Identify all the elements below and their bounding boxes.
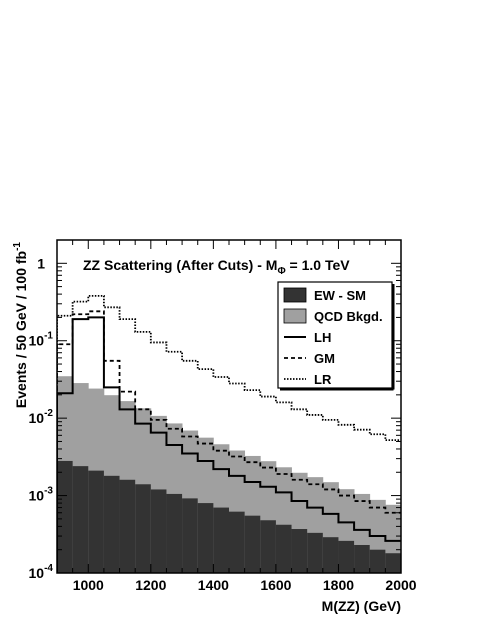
- series-lh-line: [57, 316, 401, 573]
- y-tick-label: 10-2: [29, 408, 54, 426]
- ew-sm-bar: [182, 498, 199, 573]
- y-axis-label: Events / 50 GeV / 100 fb-1: [12, 242, 29, 409]
- ew-sm-bar: [307, 532, 324, 573]
- ew-sm-bar: [291, 529, 308, 573]
- y-tick-label: 10-4: [29, 563, 54, 581]
- ew-sm-bar: [72, 466, 89, 573]
- ew-sm-bar: [166, 493, 183, 573]
- ew-sm-bar: [57, 460, 74, 573]
- ew-sm-bar: [354, 544, 371, 573]
- legend-label-ew-sm: EW - SM: [314, 288, 366, 303]
- ew-sm-bar: [119, 479, 136, 573]
- x-axis-label: M(ZZ) (GeV): [322, 598, 401, 614]
- y-tick-label: 1: [37, 255, 45, 271]
- ew-sm-bar: [275, 524, 292, 573]
- plot-area: [57, 294, 401, 573]
- ew-sm-bar: [88, 470, 105, 573]
- ew-sm-bar: [338, 540, 355, 573]
- ew-sm-bar: [369, 549, 386, 573]
- x-tick-label: 1200: [135, 577, 166, 593]
- legend-label-lr: LR: [314, 372, 332, 387]
- ew-sm-bar: [260, 520, 277, 573]
- ew-sm-bar: [197, 503, 214, 573]
- ew-sm-bar: [385, 553, 401, 573]
- ew-sm-bar: [135, 484, 152, 573]
- chart-title: ZZ Scattering (After Cuts) - MΦ = 1.0 Te…: [83, 257, 350, 277]
- legend-swatch-ew-sm: [283, 287, 307, 303]
- ew-sm-bar: [229, 511, 246, 573]
- ew-sm-bar: [103, 475, 120, 573]
- legend-label-qcd-bkgd-: QCD Bkgd.: [314, 309, 383, 324]
- axes: [56, 239, 402, 574]
- ew-sm-bar: [322, 537, 339, 573]
- y-tick-label: 10-1: [29, 331, 54, 349]
- ew-sm-bar: [213, 507, 230, 573]
- y-tick-label: 10-3: [29, 486, 54, 504]
- x-tick-label: 1800: [323, 577, 354, 593]
- legend: EW - SM QCD Bkgd. LH GM LR: [277, 281, 395, 391]
- legend-label-lh: LH: [314, 330, 331, 345]
- legend-swatch-qcd-bkgd-: [283, 308, 307, 324]
- x-tick-label: 2000: [385, 577, 416, 593]
- x-tick-label: 1400: [198, 577, 229, 593]
- text-layer: 1000 1200 1400 1600 1800 2000 10-4 10-3 10-2 10-1…: [12, 242, 417, 614]
- legend-label-gm: GM: [314, 351, 335, 366]
- x-tick-label: 1000: [73, 577, 104, 593]
- x-tick-label: 1600: [260, 577, 291, 593]
- ew-sm-bar: [150, 489, 167, 573]
- ew-sm-bar: [244, 515, 261, 573]
